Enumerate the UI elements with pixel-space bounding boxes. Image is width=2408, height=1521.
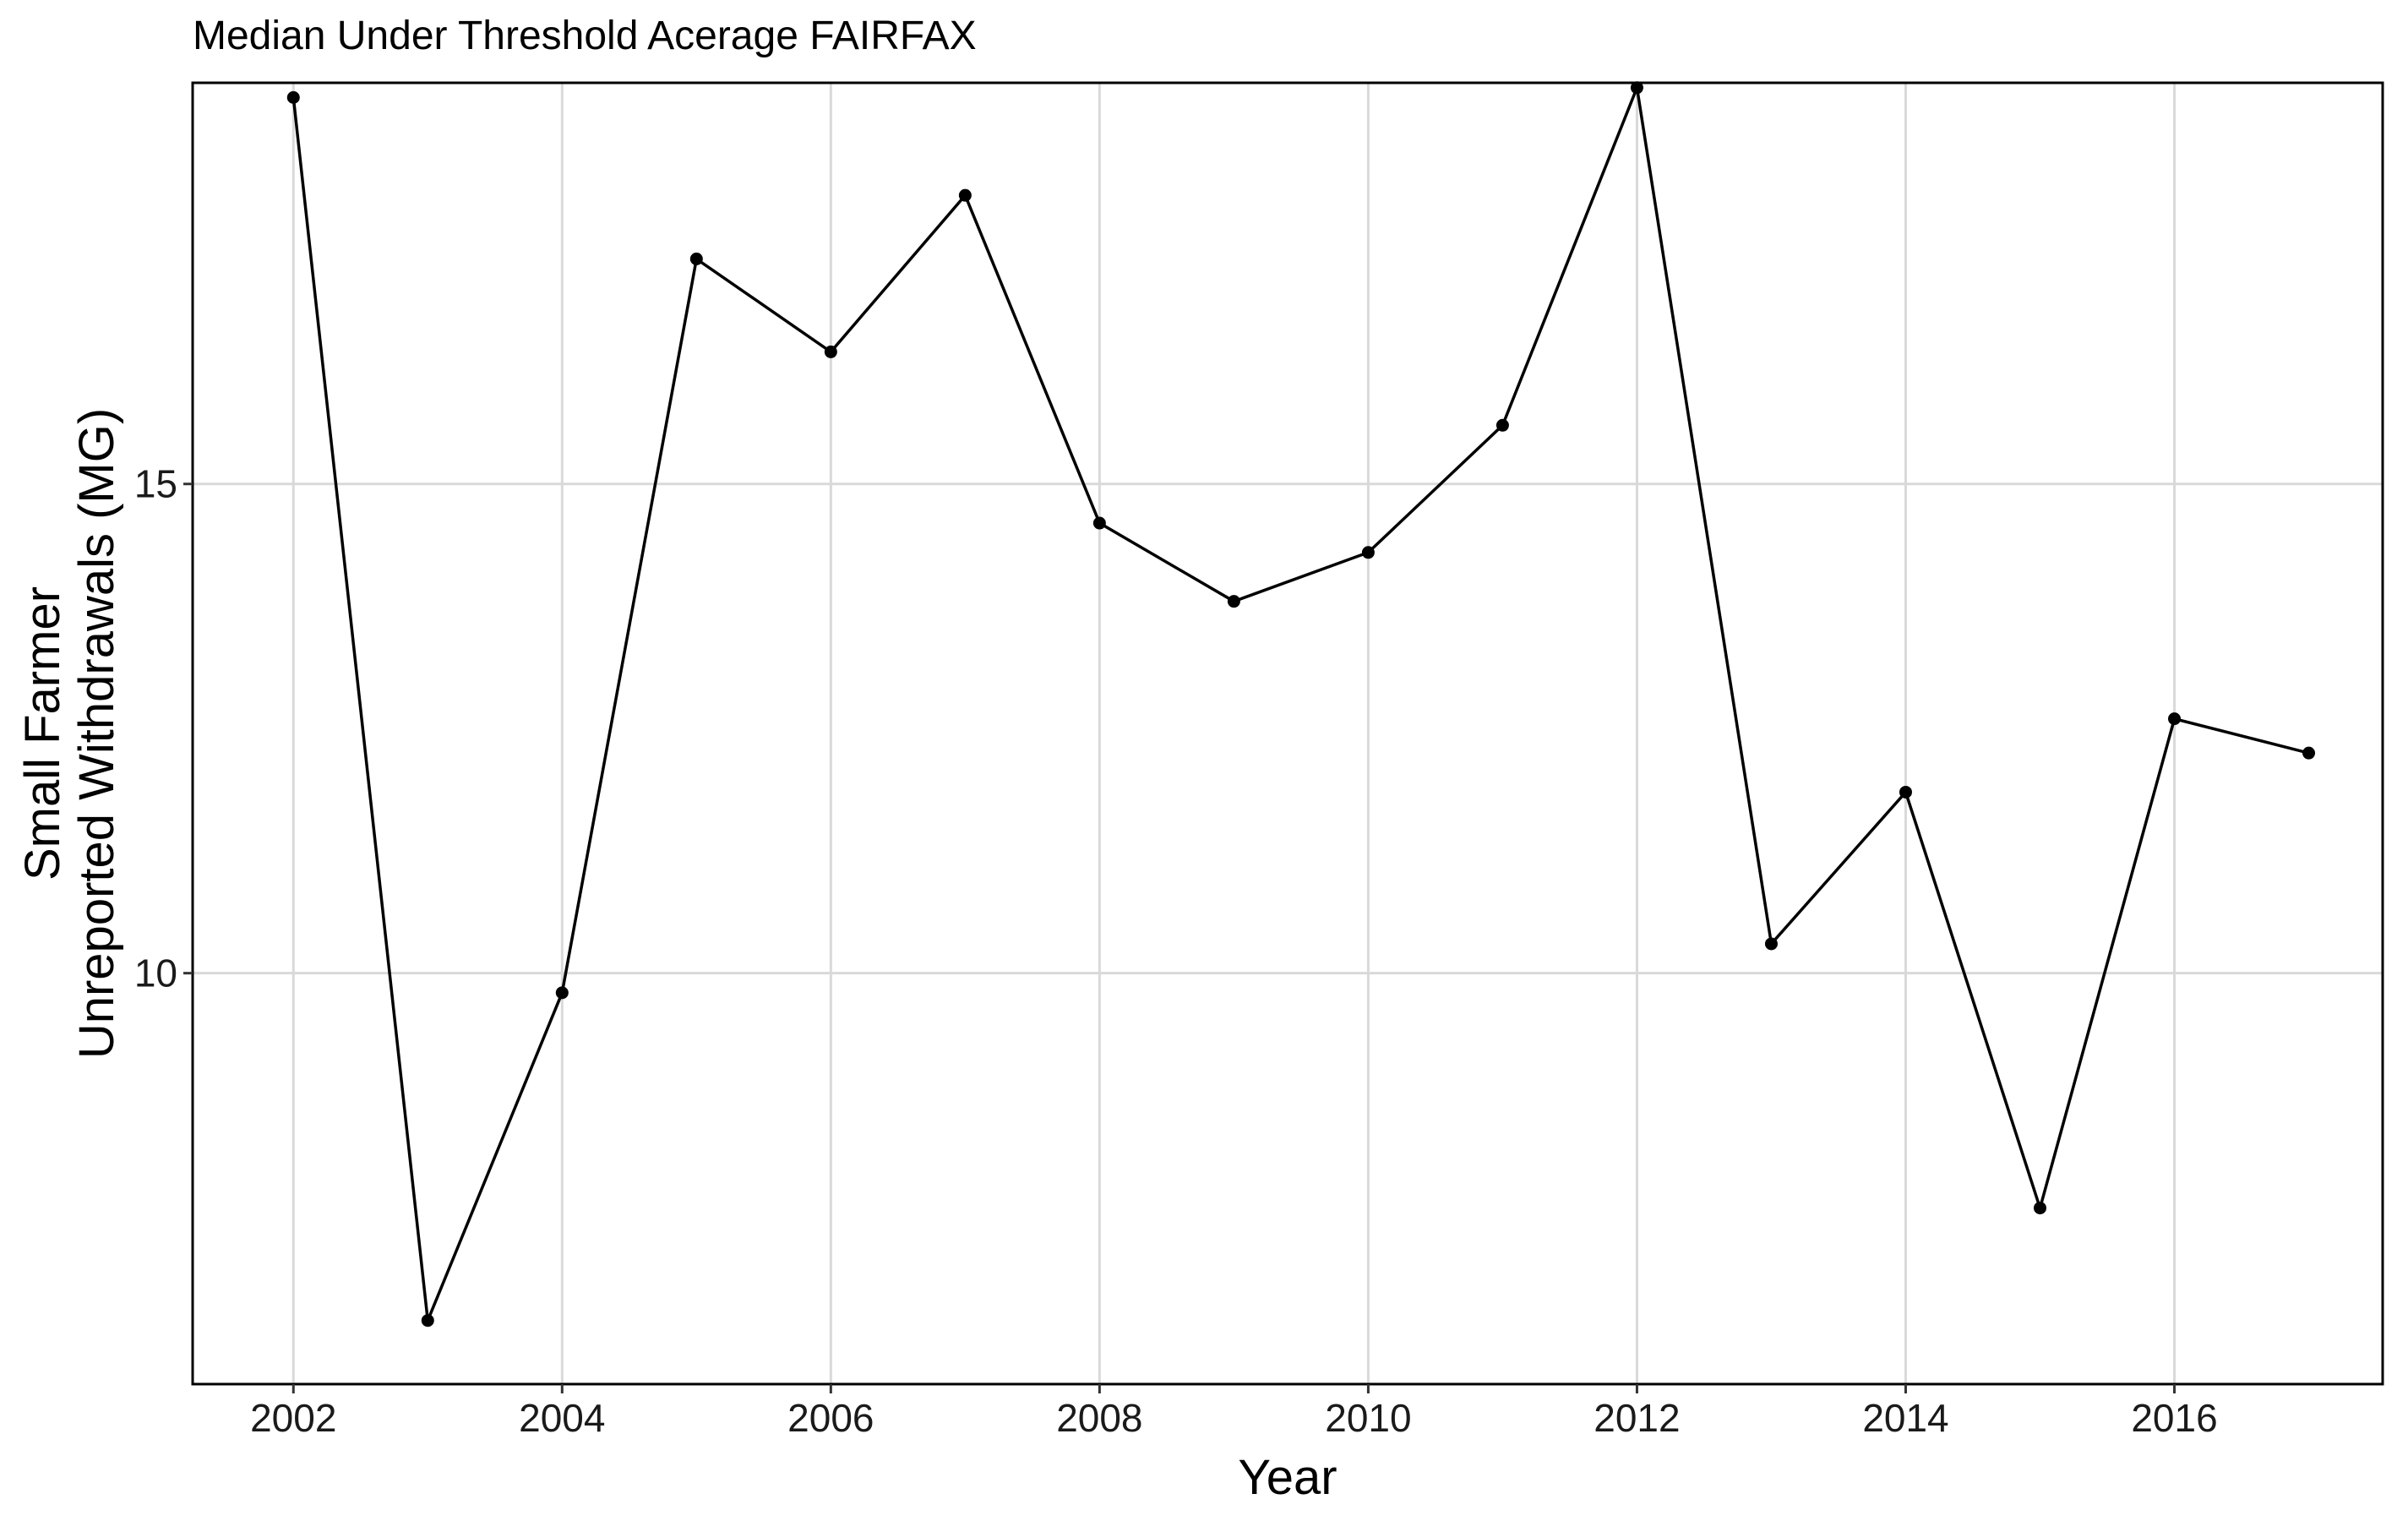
data-point (958, 188, 972, 202)
data-point (1092, 516, 1106, 530)
x-tick-label: 2008 (1056, 1396, 1142, 1440)
data-point (689, 252, 703, 265)
data-point (824, 345, 837, 358)
data-point (2302, 746, 2316, 760)
x-tick-label: 2006 (787, 1396, 874, 1440)
data-point (1361, 546, 1375, 559)
data-point (2034, 1202, 2047, 1215)
data-point (1630, 81, 1643, 95)
data-point (1899, 785, 1912, 799)
x-tick-label: 2014 (1862, 1396, 1948, 1440)
y-axis-title-line-1: Small Farmer (15, 586, 70, 880)
series-layer (286, 81, 2316, 1327)
data-point (1495, 418, 1509, 432)
plot-panel (191, 81, 2384, 1386)
data-point (2168, 712, 2182, 726)
data-point (555, 986, 569, 1000)
y-tick-label: 10 (134, 951, 177, 995)
chart-title: Median Under Threshold Acerage FAIRFAX (193, 14, 977, 58)
x-tick-label: 2012 (1594, 1396, 1680, 1440)
x-tick-label: 2016 (2131, 1396, 2217, 1440)
grid-layer (193, 83, 2383, 1384)
data-point (1227, 595, 1240, 608)
x-tick-label: 2002 (250, 1396, 336, 1440)
series-line (291, 82, 2309, 1322)
data-point (421, 1314, 434, 1327)
data-point (1764, 937, 1778, 951)
data-point (286, 90, 300, 104)
x-tick-label: 2010 (1325, 1396, 1411, 1440)
x-axis-title: Year (1238, 1450, 1337, 1505)
y-axis-title-line-2: Unreported Withdrawals (MG) (69, 408, 124, 1059)
x-tick-label: 2004 (519, 1396, 605, 1440)
y-axis-title: Small Farmer Unreported Withdrawals (MG) (15, 408, 124, 1059)
y-tick-label: 15 (134, 462, 177, 506)
axis-layer: 2002 2004 2006 2008 2010 2012 2014 2016 10 15 (134, 462, 2218, 1440)
